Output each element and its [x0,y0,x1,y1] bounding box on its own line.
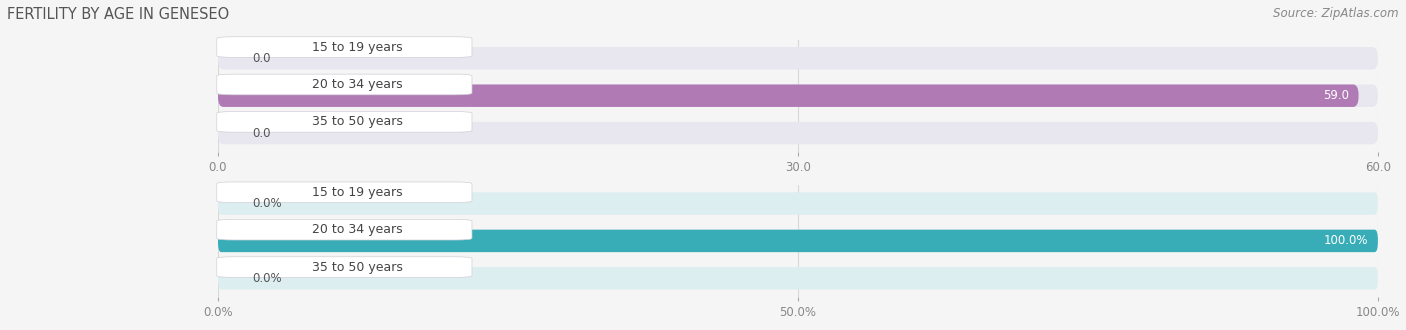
Text: Source: ZipAtlas.com: Source: ZipAtlas.com [1274,7,1399,19]
FancyBboxPatch shape [218,122,1378,144]
Text: 20 to 34 years: 20 to 34 years [312,223,402,236]
Text: 35 to 50 years: 35 to 50 years [312,261,402,274]
Text: 100.0%: 100.0% [1324,234,1368,248]
Text: 15 to 19 years: 15 to 19 years [312,41,402,53]
Text: 15 to 19 years: 15 to 19 years [312,186,402,199]
Text: 35 to 50 years: 35 to 50 years [312,115,402,128]
FancyBboxPatch shape [217,182,472,203]
FancyBboxPatch shape [218,230,1378,252]
Text: 0.0: 0.0 [253,52,271,65]
FancyBboxPatch shape [217,74,472,95]
Text: 0.0: 0.0 [253,127,271,140]
FancyBboxPatch shape [217,37,472,57]
FancyBboxPatch shape [218,230,1378,252]
FancyBboxPatch shape [218,267,1378,289]
Text: 20 to 34 years: 20 to 34 years [312,78,402,91]
FancyBboxPatch shape [217,257,472,278]
FancyBboxPatch shape [217,219,472,240]
Text: 59.0: 59.0 [1323,89,1350,102]
FancyBboxPatch shape [218,84,1358,107]
FancyBboxPatch shape [218,47,1378,70]
FancyBboxPatch shape [218,84,1378,107]
Text: 0.0%: 0.0% [253,197,283,210]
FancyBboxPatch shape [217,112,472,132]
Text: FERTILITY BY AGE IN GENESEO: FERTILITY BY AGE IN GENESEO [7,7,229,21]
Text: 0.0%: 0.0% [253,272,283,285]
FancyBboxPatch shape [218,192,1378,215]
